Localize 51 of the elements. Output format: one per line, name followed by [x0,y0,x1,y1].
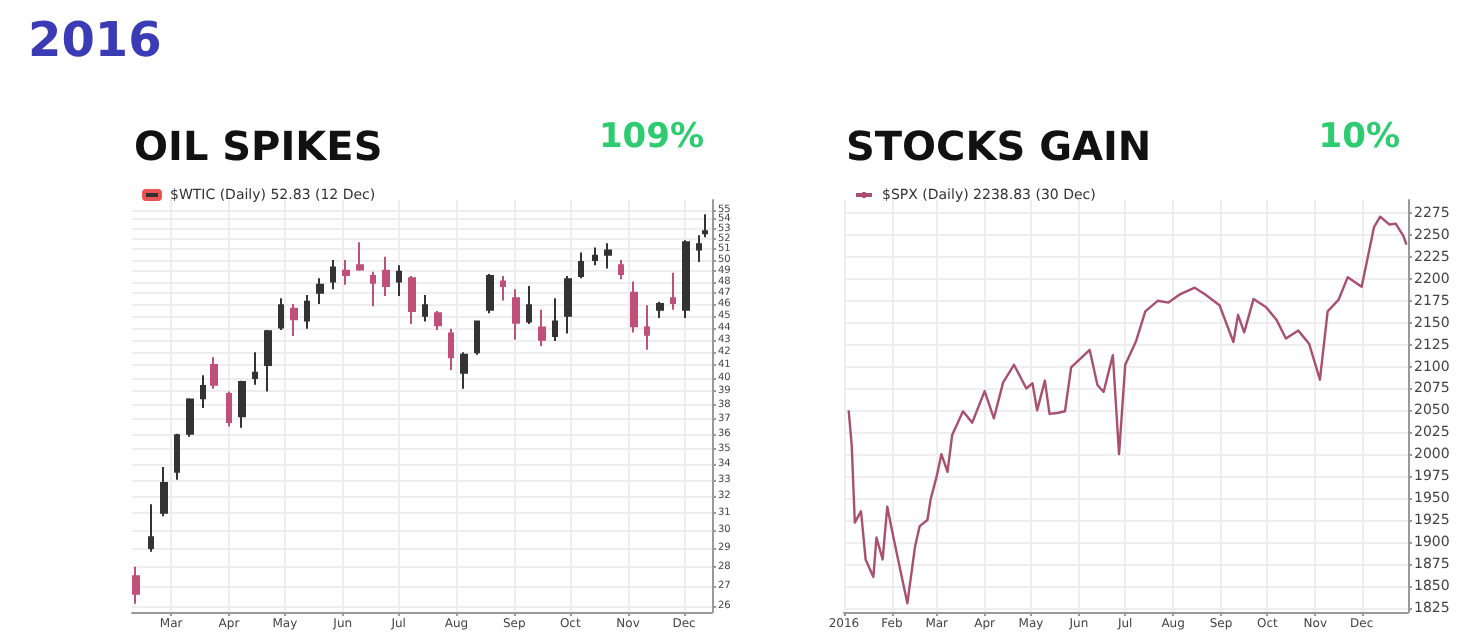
candlestick [186,397,194,438]
candlestick [526,284,532,325]
candlestick [618,258,624,281]
candlestick [278,297,284,331]
line-series [847,215,1408,605]
chart-title: STOCKS GAIN [846,122,1152,170]
candlestick [226,390,232,428]
candlestick [538,308,546,347]
candlestick [304,293,310,330]
text: 10% [1318,117,1401,157]
candlestick [382,255,390,298]
candlestick [656,300,664,320]
candlestick [210,356,218,390]
candlestick [552,297,558,342]
candlestick [422,293,428,323]
candlestick [702,213,708,239]
candlestick [160,466,168,518]
candlestick [670,271,676,311]
candlestick [434,310,442,331]
candlestick [460,351,468,390]
candlestick [696,234,702,264]
candlestick [252,351,258,386]
candlestick [316,277,324,306]
candlestick [474,320,480,356]
candlestick [592,246,598,267]
candlestick [264,328,272,393]
candlestick [200,374,206,409]
candlestick [174,432,180,481]
candlestick [486,272,494,315]
candlestick [132,565,140,605]
candlestick [682,239,690,320]
candlestick [330,258,336,291]
text: 2016 [28,12,164,68]
candlestick [396,264,402,298]
candlestick [448,327,454,372]
chart-title: OIL SPIKES [134,122,383,170]
candlestick [578,251,584,280]
candlestick [148,503,154,553]
candlestick [370,270,376,308]
candlestick [644,304,650,351]
candlestick [342,258,350,286]
text: 109% [598,117,705,157]
candlestick [356,241,364,272]
candlestick [512,288,520,341]
candlestick [290,303,298,338]
candlestick [630,280,638,334]
candlestick [238,379,246,429]
candlestick [408,275,416,325]
candlestick [604,242,612,270]
candlestick [564,275,572,335]
candlestick [500,275,506,302]
